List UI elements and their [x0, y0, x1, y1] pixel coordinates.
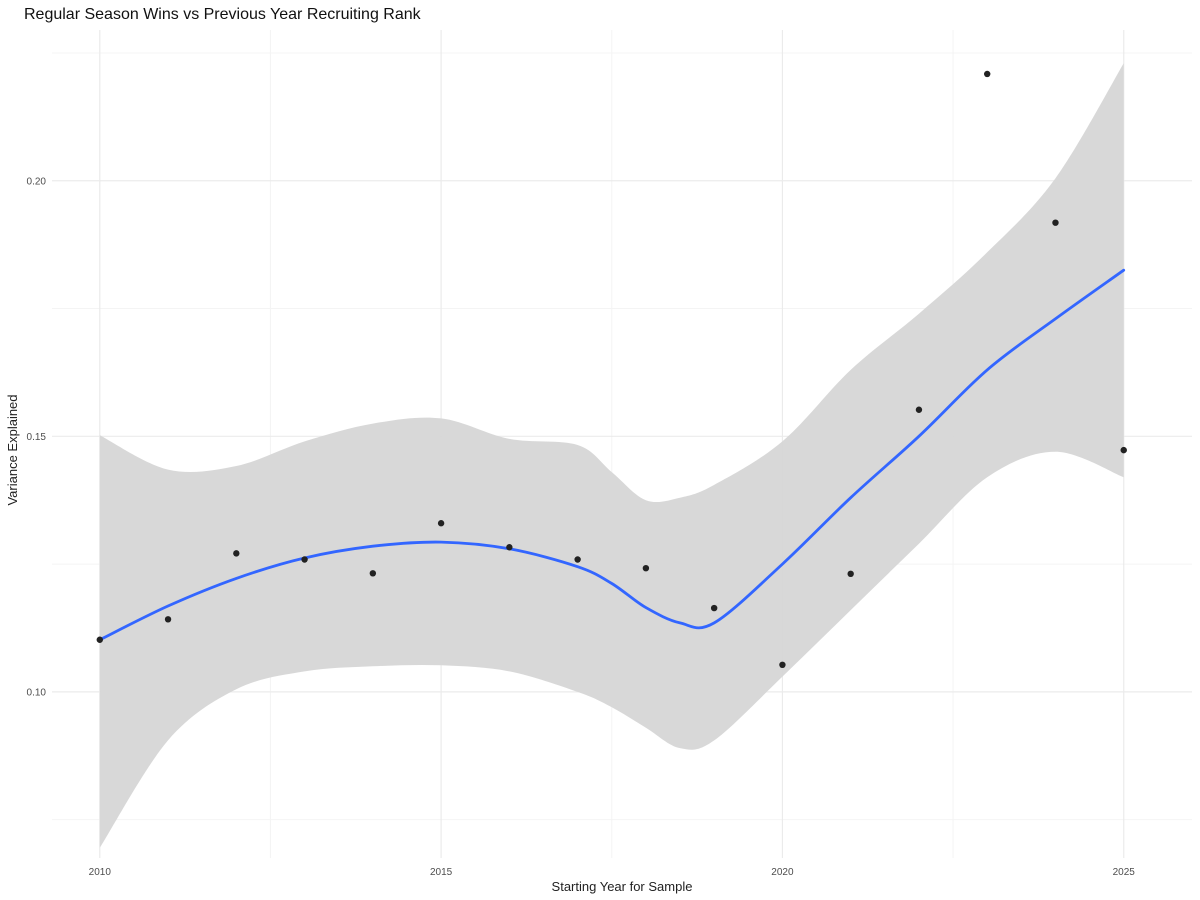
- x-tick-label: 2020: [771, 867, 794, 878]
- data-point: [301, 556, 308, 563]
- y-tick-label: 0.20: [27, 176, 47, 187]
- data-point: [642, 565, 650, 572]
- data-point: [369, 570, 377, 577]
- data-point: [233, 550, 240, 557]
- x-tick-label: 2015: [430, 867, 453, 878]
- data-point: [1120, 446, 1127, 454]
- smooth-line: [98, 268, 1126, 642]
- x-axis-title: Starting Year for Sample: [552, 879, 693, 894]
- data-point: [437, 520, 445, 527]
- y-tick-label: 0.15: [27, 432, 47, 443]
- data-point: [96, 636, 103, 643]
- x-tick-label: 2025: [1113, 867, 1136, 878]
- data-point: [506, 544, 513, 551]
- y-axis-title: Variance Explained: [5, 394, 20, 505]
- confidence-band-area: [99, 63, 1124, 848]
- y-tick-label: 0.10: [27, 687, 47, 698]
- data-point: [710, 604, 718, 612]
- data-point: [779, 661, 786, 668]
- data-point: [1052, 219, 1059, 226]
- data-point: [915, 406, 923, 413]
- data-point: [164, 616, 172, 623]
- smooth-line-path: [98, 268, 1126, 642]
- tick-labels: 2010 2015 2020 2025 0.10 0.15 0.20: [27, 176, 1136, 878]
- data-points: [96, 70, 1127, 668]
- data-point: [574, 556, 581, 563]
- x-tick-label: 2010: [89, 867, 112, 878]
- data-point: [984, 70, 991, 78]
- chart-title: Regular Season Wins vs Previous Year Rec…: [24, 6, 422, 23]
- confidence-band: [99, 63, 1124, 848]
- data-point: [847, 570, 854, 578]
